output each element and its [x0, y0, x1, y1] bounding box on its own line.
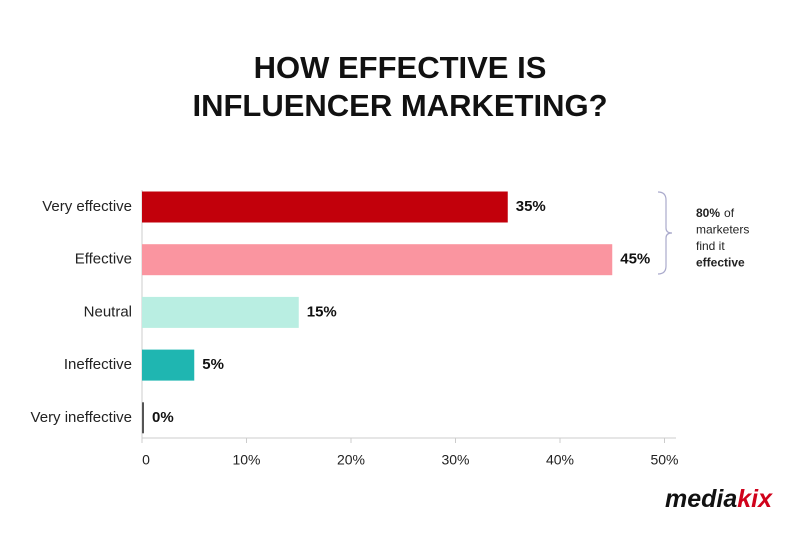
- annotation: find it: [696, 239, 725, 253]
- value-label: 0%: [152, 409, 174, 426]
- value-label: 5%: [202, 356, 224, 373]
- annotation-bold: 80%: [696, 206, 720, 220]
- annotation-text: of: [724, 206, 735, 220]
- chart-title: INFLUENCER MARKETING?: [192, 88, 607, 123]
- logo: mediakix: [665, 485, 773, 513]
- chart-title: HOW EFFECTIVE IS: [254, 50, 547, 85]
- category-label: Neutral: [84, 303, 132, 320]
- logo-part: kix: [737, 485, 773, 513]
- bracket: [657, 191, 673, 275]
- bar: [142, 191, 508, 223]
- logo-part: media: [665, 485, 737, 513]
- x-tick-label: 10%: [232, 452, 260, 468]
- value-label: 15%: [307, 303, 337, 320]
- x-tick-label: 40%: [546, 452, 574, 468]
- annotation-text: find it: [696, 239, 725, 253]
- x-tick-label: 30%: [441, 452, 469, 468]
- annotation: marketers: [696, 223, 749, 237]
- bar: [142, 244, 613, 276]
- annotation-bold: effective: [696, 256, 745, 270]
- annotation: 80% of: [696, 206, 735, 220]
- annotation-text: marketers: [696, 223, 749, 237]
- category-label: Ineffective: [64, 356, 132, 373]
- x-tick-label: 0: [142, 452, 150, 468]
- value-label: 35%: [516, 198, 546, 215]
- bar: [142, 296, 299, 328]
- category-label: Very effective: [42, 198, 132, 215]
- category-label: Effective: [75, 251, 132, 268]
- bar: [142, 349, 195, 381]
- annotation: effective: [696, 256, 745, 270]
- x-tick-label: 50%: [650, 452, 678, 468]
- x-tick-label: 20%: [337, 452, 365, 468]
- value-label: 45%: [620, 251, 650, 268]
- bar: [142, 402, 144, 434]
- category-label: Very ineffective: [31, 409, 132, 426]
